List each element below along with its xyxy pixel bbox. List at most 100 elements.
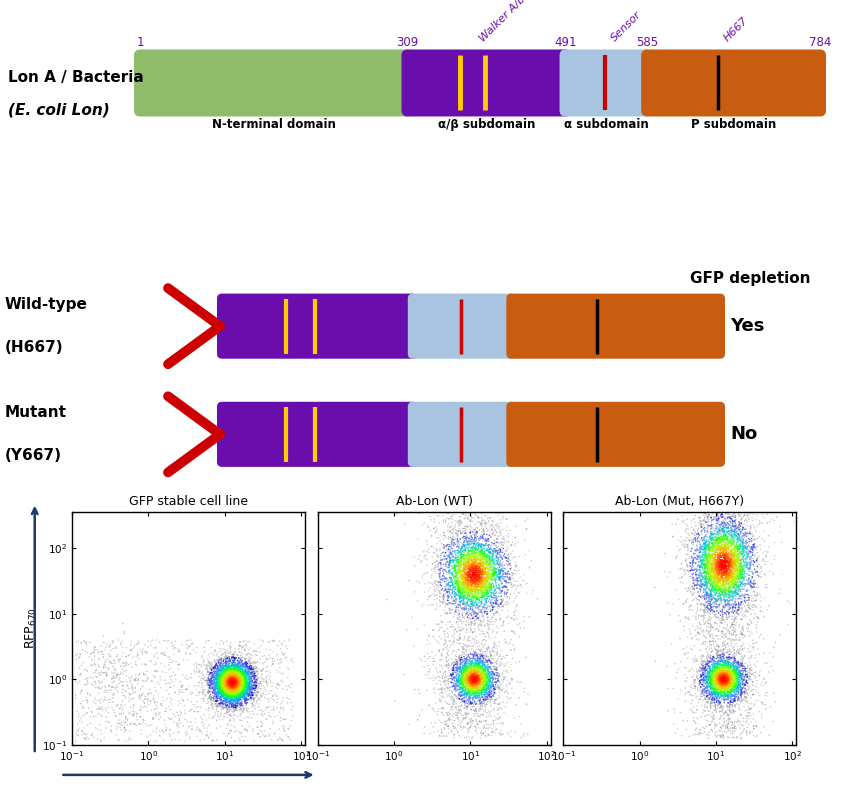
Point <box>225 667 239 679</box>
Point <box>482 587 495 600</box>
Point <box>725 570 739 582</box>
Point <box>459 581 473 593</box>
Point <box>479 686 492 699</box>
Point <box>717 531 730 544</box>
Point <box>713 533 727 546</box>
Point <box>252 730 266 742</box>
Point <box>219 650 233 663</box>
Point <box>689 533 702 546</box>
Point <box>475 660 489 673</box>
Point <box>446 672 460 685</box>
Point <box>232 693 246 705</box>
Point <box>461 671 474 683</box>
Point <box>713 667 727 680</box>
Point <box>725 561 739 574</box>
Point <box>442 727 456 739</box>
Point <box>235 655 249 667</box>
Point <box>717 565 730 578</box>
Point <box>463 699 477 712</box>
Point <box>472 682 485 694</box>
Point <box>265 655 279 667</box>
Point <box>694 674 707 686</box>
Point <box>490 717 504 730</box>
Point <box>224 660 237 673</box>
Point <box>471 659 484 671</box>
Point <box>722 574 736 586</box>
Point <box>481 568 495 581</box>
Point <box>728 625 742 637</box>
Point <box>720 720 734 733</box>
Point <box>473 572 487 585</box>
Point <box>457 655 470 667</box>
Point <box>221 679 235 692</box>
Point <box>462 578 476 591</box>
Point <box>471 664 484 677</box>
Point <box>500 690 513 703</box>
Point <box>726 669 739 682</box>
Point <box>726 548 739 560</box>
Point <box>436 563 450 576</box>
Point <box>208 683 222 696</box>
Point <box>138 693 152 705</box>
Point <box>220 663 234 676</box>
Point <box>721 689 734 701</box>
Point <box>722 675 736 688</box>
Point <box>689 649 702 662</box>
Point <box>495 716 509 729</box>
Point <box>465 682 479 694</box>
Point <box>716 560 729 573</box>
Point <box>245 681 258 693</box>
Point <box>460 681 473 693</box>
Point <box>732 678 745 691</box>
Point <box>717 675 730 687</box>
Point <box>709 575 722 588</box>
Point <box>235 690 248 703</box>
Point <box>713 663 727 676</box>
Point <box>725 652 739 664</box>
Point <box>706 580 719 593</box>
Point <box>720 539 734 552</box>
Point <box>108 683 122 696</box>
Point <box>230 671 243 684</box>
Point <box>135 689 148 701</box>
Point <box>475 553 489 566</box>
Point <box>213 678 227 690</box>
Point <box>486 682 500 694</box>
Point <box>749 670 762 682</box>
Point <box>722 596 735 608</box>
Point <box>468 569 482 582</box>
Point <box>137 697 151 709</box>
Point <box>732 684 745 697</box>
Point <box>733 658 746 671</box>
Point <box>701 602 715 615</box>
Point <box>479 725 493 738</box>
Point <box>221 671 235 684</box>
Point <box>240 668 253 681</box>
Point <box>711 539 724 552</box>
Point <box>476 625 490 637</box>
Point <box>223 682 236 694</box>
Point <box>719 530 733 542</box>
Point <box>681 559 695 571</box>
Point <box>699 576 712 589</box>
Point <box>705 686 718 698</box>
Point <box>133 704 147 716</box>
Point <box>226 677 240 690</box>
Point <box>728 725 742 738</box>
Point <box>461 672 474 685</box>
Point <box>471 718 484 730</box>
Point <box>241 643 255 656</box>
Point <box>457 584 471 597</box>
Point <box>729 593 743 605</box>
Point <box>480 534 494 547</box>
Point <box>243 680 257 693</box>
Point <box>718 572 732 585</box>
Point <box>700 649 714 661</box>
Point <box>734 556 747 568</box>
Point <box>451 663 464 675</box>
Point <box>714 559 728 571</box>
Point <box>732 660 745 672</box>
Point <box>500 545 513 557</box>
Point <box>460 677 473 690</box>
Point <box>722 700 736 712</box>
